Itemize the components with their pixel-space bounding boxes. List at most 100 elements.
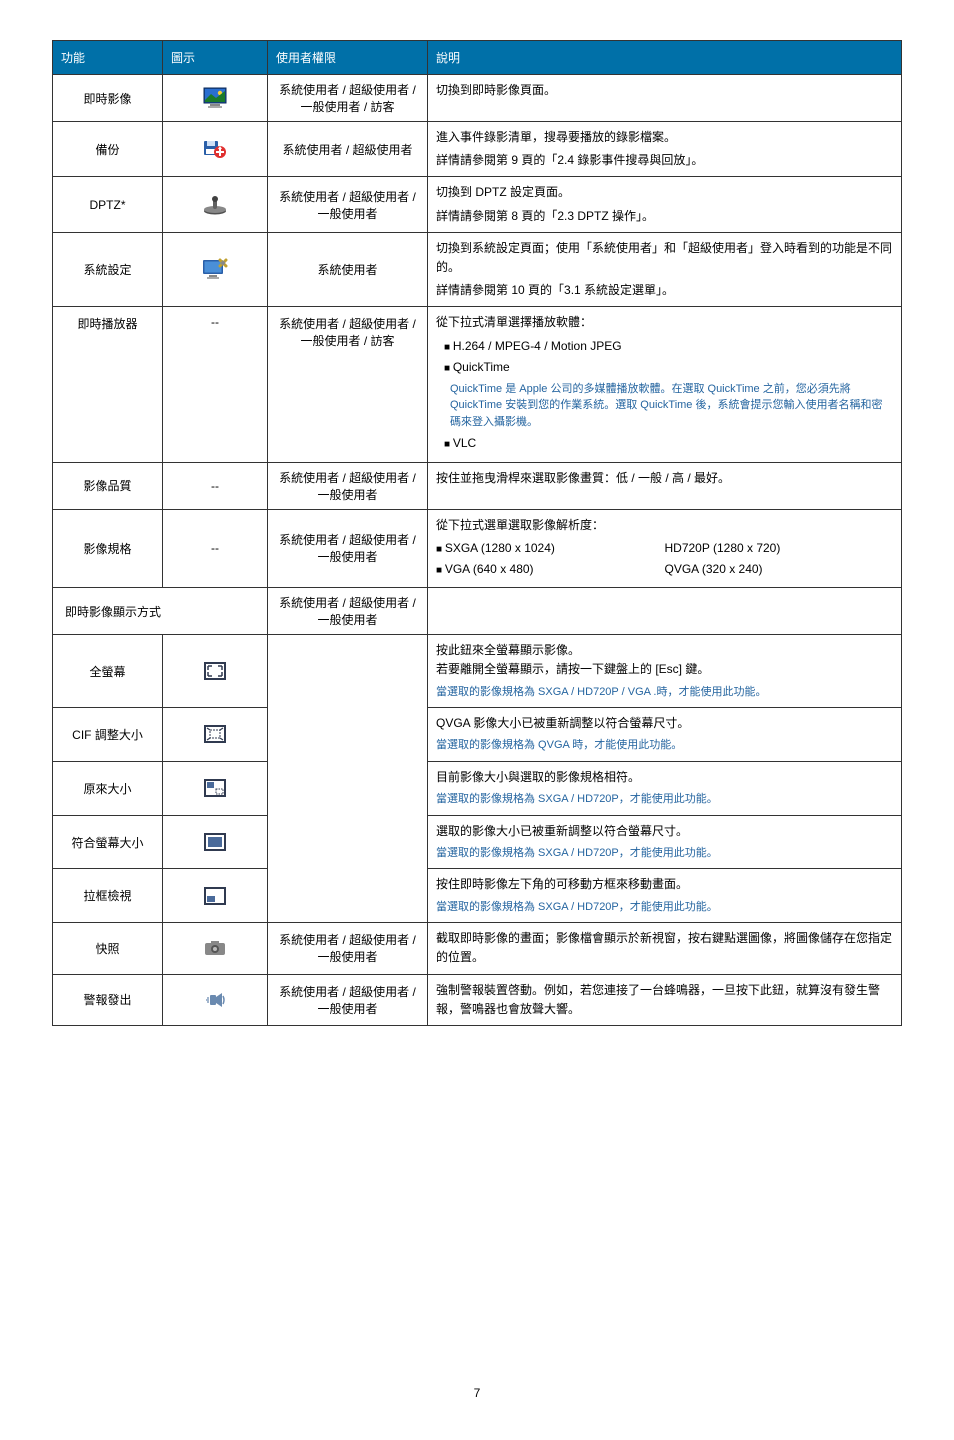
fit-icon-cell (163, 815, 268, 869)
syscfg-perm: 系統使用者 (268, 232, 428, 307)
full-d2: 若要離開全螢幕顯示，請按一下鍵盤上的 [Esc] 鍵。 (436, 660, 893, 679)
row-alarm: 警報發出 系統使用者 / 超級使用者 / 一般使用者 強制警報裝置啓動。例如，若… (53, 974, 902, 1025)
tools-icon (202, 258, 228, 282)
dispmode-func: 即時影像顯示方式 (53, 588, 268, 635)
syscfg-icon-cell (163, 232, 268, 307)
syscfg-desc2: 詳情請參閱第 10 頁的「3.1 系統設定選單」。 (436, 281, 893, 300)
player-perm: 系統使用者 / 超級使用者 / 一般使用者 / 訪客 (268, 307, 428, 462)
liveview-desc: 切換到即時影像頁面。 (428, 75, 902, 122)
backup-func: 備份 (53, 122, 163, 177)
row-fit: 符合螢幕大小 選取的影像大小已被重新調整以符合螢幕尺寸。 當選取的影像規格為 S… (53, 815, 902, 869)
liveview-icon-cell (163, 75, 268, 122)
dptz-desc1: 切換到 DPTZ 設定頁面。 (436, 183, 893, 202)
backup-icon-cell (163, 122, 268, 177)
drag-d1: 按住即時影像左下角的可移動方框來移動畫面。 (436, 875, 893, 894)
full-icon-cell (163, 635, 268, 708)
quality-desc: 按住並拖曳滑桿來選取影像畫質：低 / 一般 / 高 / 最好。 (428, 462, 902, 509)
alarm-icon (204, 991, 226, 1009)
spec-r1a: SXGA (1280 x 1024) (436, 539, 665, 558)
drag-view-icon (204, 887, 226, 905)
row-liveview: 即時影像 系統使用者 / 超級使用者 / 一般使用者 / 訪客 切換到即時影像頁… (53, 75, 902, 122)
row-syscfg: 系統設定 系統使用者 切換到系統設定頁面；使用「系統使用者」和「超級使用者」登入… (53, 232, 902, 307)
row-snap: 快照 系統使用者 / 超級使用者 / 一般使用者 截取即時影像的畫面；影像檔會顯… (53, 923, 902, 974)
liveview-perm: 系統使用者 / 超級使用者 / 一般使用者 / 訪客 (268, 75, 428, 122)
alarm-func: 警報發出 (53, 974, 163, 1025)
dptz-perm: 系統使用者 / 超級使用者 / 一般使用者 (268, 177, 428, 232)
row-quality: 影像品質 -- 系統使用者 / 超級使用者 / 一般使用者 按住並拖曳滑桿來選取… (53, 462, 902, 509)
player-opt2: QuickTime (444, 358, 893, 377)
syscfg-func: 系統設定 (53, 232, 163, 307)
backup-desc2: 詳情請參閱第 9 頁的「2.4 錄影事件搜尋與回放」。 (436, 151, 893, 170)
cif-icon-cell (163, 708, 268, 762)
drag-icon-cell (163, 869, 268, 923)
dptz-icon-cell (163, 177, 268, 232)
full-d1: 按此鈕來全螢幕顯示影像。 (436, 641, 893, 660)
drag-func: 拉框檢視 (53, 869, 163, 923)
quality-func: 影像品質 (53, 462, 163, 509)
camera-icon (204, 940, 226, 956)
backup-perm: 系統使用者 / 超級使用者 (268, 122, 428, 177)
syscfg-desc1: 切換到系統設定頁面；使用「系統使用者」和「超級使用者」登入時看到的功能是不同的。 (436, 239, 893, 277)
quality-icon: -- (163, 462, 268, 509)
header-perm: 使用者權限 (268, 41, 428, 75)
dispmode-perm: 系統使用者 / 超級使用者 / 一般使用者 (268, 588, 428, 635)
disk-icon (203, 138, 227, 160)
orig-icon-cell (163, 761, 268, 815)
alarm-desc: 強制警報裝置啓動。例如，若您連接了一台蜂鳴器，一旦按下此鈕，就算沒有發生警報，警… (428, 974, 902, 1025)
fit-d1: 選取的影像大小已被重新調整以符合螢幕尺寸。 (436, 822, 893, 841)
dispmode-perm-span (268, 635, 428, 923)
spec-r1b: HD720P (1280 x 720) (665, 539, 894, 558)
player-func: 即時播放器 (53, 307, 163, 462)
fullscreen-icon (204, 662, 226, 680)
row-backup: 備份 系統使用者 / 超級使用者 進入事件錄影清單，搜尋要播放的錄影檔案。 詳情… (53, 122, 902, 177)
alarm-perm: 系統使用者 / 超級使用者 / 一般使用者 (268, 974, 428, 1025)
dptz-desc2: 詳情請參閱第 8 頁的「2.3 DPTZ 操作」。 (436, 207, 893, 226)
alarm-icon-cell (163, 974, 268, 1025)
page-number: 7 (52, 1386, 902, 1400)
spec-lead: 從下拉式選單選取影像解析度： (436, 516, 893, 535)
row-dptz: DPTZ* 系統使用者 / 超級使用者 / 一般使用者 切換到 DPTZ 設定頁… (53, 177, 902, 232)
dispmode-desc (428, 588, 902, 635)
row-player: 即時播放器 -- 系統使用者 / 超級使用者 / 一般使用者 / 訪客 從下拉式… (53, 307, 902, 462)
player-icon: -- (163, 307, 268, 462)
row-cif: CIF 調整大小 QVGA 影像大小已被重新調整以符合螢幕尺寸。 當選取的影像規… (53, 708, 902, 762)
player-note: QuickTime 是 Apple 公司的多媒體播放軟體。在選取 QuickTi… (450, 381, 893, 431)
spec-perm: 系統使用者 / 超級使用者 / 一般使用者 (268, 509, 428, 588)
drag-d2: 當選取的影像規格為 SXGA / HD720P，才能使用此功能。 (436, 899, 893, 917)
spec-func: 影像規格 (53, 509, 163, 588)
monitor-icon (202, 86, 228, 110)
fit-func: 符合螢幕大小 (53, 815, 163, 869)
original-size-icon (204, 779, 226, 797)
row-orig: 原來大小 目前影像大小與選取的影像規格相符。 當選取的影像規格為 SXGA / … (53, 761, 902, 815)
cif-resize-icon (204, 725, 226, 743)
full-func: 全螢幕 (53, 635, 163, 708)
table-header-row: 功能 圖示 使用者權限 說明 (53, 41, 902, 75)
header-func: 功能 (53, 41, 163, 75)
joystick-icon (202, 195, 228, 215)
header-icon: 圖示 (163, 41, 268, 75)
liveview-func: 即時影像 (53, 75, 163, 122)
full-d3: 當選取的影像規格為 SXGA / HD720P / VGA .時，才能使用此功能… (436, 684, 893, 702)
quality-perm: 系統使用者 / 超級使用者 / 一般使用者 (268, 462, 428, 509)
orig-d2: 當選取的影像規格為 SXGA / HD720P，才能使用此功能。 (436, 791, 893, 809)
player-opt1: H.264 / MPEG-4 / Motion JPEG (444, 337, 893, 356)
player-lead: 從下拉式清單選擇播放軟體： (436, 313, 893, 332)
snap-func: 快照 (53, 923, 163, 974)
permissions-table: 功能 圖示 使用者權限 說明 即時影像 系統使用者 / 超級使用者 / 一般使用… (52, 40, 902, 1026)
snap-perm: 系統使用者 / 超級使用者 / 一般使用者 (268, 923, 428, 974)
row-full: 全螢幕 按此鈕來全螢幕顯示影像。 若要離開全螢幕顯示，請按一下鍵盤上的 [Esc… (53, 635, 902, 708)
dptz-func: DPTZ* (53, 177, 163, 232)
row-dispmode: 即時影像顯示方式 系統使用者 / 超級使用者 / 一般使用者 (53, 588, 902, 635)
orig-d1: 目前影像大小與選取的影像規格相符。 (436, 768, 893, 787)
spec-icon: -- (163, 509, 268, 588)
spec-r2b: QVGA (320 x 240) (665, 560, 894, 579)
fit-screen-icon (204, 833, 226, 851)
cif-d2: 當選取的影像規格為 QVGA 時，才能使用此功能。 (436, 737, 893, 755)
row-drag: 拉框檢視 按住即時影像左下角的可移動方框來移動畫面。 當選取的影像規格為 SXG… (53, 869, 902, 923)
snap-desc: 截取即時影像的畫面；影像檔會顯示於新視窗，按右鍵點選圖像，將圖像儲存在您指定的位… (428, 923, 902, 974)
backup-desc1: 進入事件錄影清單，搜尋要播放的錄影檔案。 (436, 128, 893, 147)
row-spec: 影像規格 -- 系統使用者 / 超級使用者 / 一般使用者 從下拉式選單選取影像… (53, 509, 902, 588)
orig-func: 原來大小 (53, 761, 163, 815)
cif-func: CIF 調整大小 (53, 708, 163, 762)
header-desc: 說明 (428, 41, 902, 75)
